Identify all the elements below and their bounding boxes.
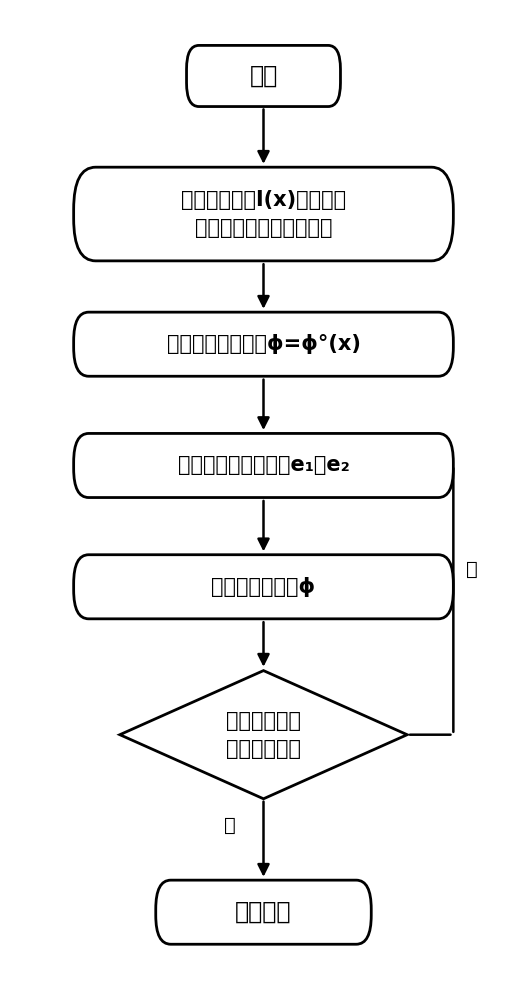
- Text: 停止演化: 停止演化: [235, 900, 292, 924]
- FancyBboxPatch shape: [187, 45, 340, 107]
- Text: 演化曲线是否
满足收敛准则: 演化曲线是否 满足收敛准则: [226, 711, 301, 759]
- Text: 开始: 开始: [249, 64, 278, 88]
- FancyBboxPatch shape: [74, 167, 453, 261]
- FancyBboxPatch shape: [74, 312, 453, 376]
- Text: 初始化水平集函数ϕ=ϕ°(x): 初始化水平集函数ϕ=ϕ°(x): [167, 334, 360, 354]
- Text: 是: 是: [225, 816, 236, 835]
- Text: 输入原始图像I(x)，并计算
图像的局部符号差能量项: 输入原始图像I(x)，并计算 图像的局部符号差能量项: [181, 190, 346, 238]
- FancyBboxPatch shape: [156, 880, 371, 944]
- FancyBboxPatch shape: [74, 555, 453, 619]
- Text: 更新水平集函数ϕ: 更新水平集函数ϕ: [211, 577, 316, 597]
- Polygon shape: [120, 671, 407, 799]
- Text: 计算局部拟合能量项e₁、e₂: 计算局部拟合能量项e₁、e₂: [178, 455, 349, 475]
- FancyBboxPatch shape: [74, 433, 453, 498]
- Text: 否: 否: [466, 560, 478, 579]
